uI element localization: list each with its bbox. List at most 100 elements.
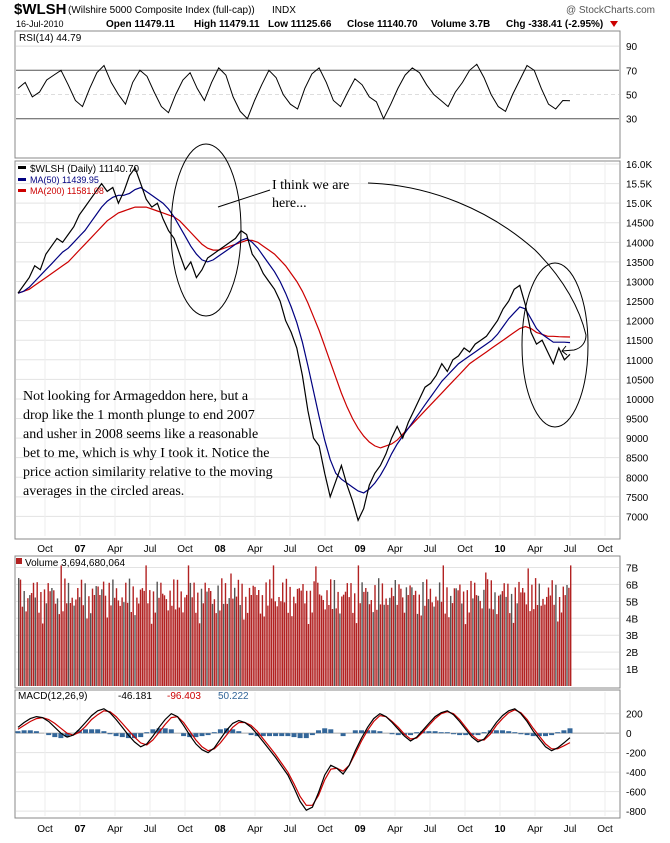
volume-bar bbox=[533, 609, 535, 686]
callout-pointer-left bbox=[217, 189, 271, 208]
volume-bar bbox=[167, 610, 169, 686]
macd-histogram-bar bbox=[27, 730, 33, 734]
volume-bar bbox=[518, 581, 520, 686]
volume-bar bbox=[514, 587, 516, 686]
volume-bar bbox=[77, 588, 79, 686]
macd-histogram-bar bbox=[279, 733, 285, 737]
volume-bar bbox=[538, 583, 540, 686]
volume-bar bbox=[261, 595, 264, 686]
volume-bar bbox=[245, 596, 247, 686]
volume-bar bbox=[101, 589, 103, 686]
volume-bar bbox=[47, 583, 49, 686]
volume-bar bbox=[267, 605, 269, 686]
macd-x-tick-label: Apr bbox=[387, 824, 403, 835]
quote-open: Open 11479.11 bbox=[106, 19, 175, 30]
volume-bar bbox=[150, 623, 153, 686]
macd-histogram-bar bbox=[518, 733, 524, 735]
volume-bar bbox=[108, 582, 110, 686]
volume-bar bbox=[213, 599, 216, 686]
volume-bar bbox=[158, 597, 160, 686]
volume-bar bbox=[56, 598, 59, 686]
macd-tick-label: -800 bbox=[626, 807, 646, 818]
volume-bar bbox=[333, 580, 336, 686]
commentary-line-2: drop like the 1 month plunge to end 2007 bbox=[23, 408, 255, 423]
macd-histogram-bar bbox=[199, 733, 205, 737]
macd-histogram-bar bbox=[52, 733, 58, 738]
rsi-axis-labels: 90 70 50 30 bbox=[626, 42, 638, 126]
volume-bar bbox=[427, 599, 430, 686]
volume-bar bbox=[274, 601, 276, 686]
volume-bar bbox=[198, 623, 201, 686]
volume-bar bbox=[331, 609, 334, 686]
macd-histogram-bar bbox=[15, 731, 21, 734]
volume-bar bbox=[464, 624, 467, 686]
volume-bar bbox=[272, 565, 275, 686]
volume-bar bbox=[457, 590, 459, 686]
legend-swatch-ma200 bbox=[18, 189, 26, 192]
volume-bar bbox=[379, 604, 382, 686]
macd-histogram-bar bbox=[64, 733, 70, 738]
volume-bar bbox=[62, 611, 64, 686]
legend-ma200: MA(200) 11581.08 bbox=[30, 186, 104, 196]
commentary-line-6: averages in the circled areas. bbox=[23, 484, 184, 499]
volume-bar bbox=[197, 592, 199, 686]
volume-bar bbox=[302, 584, 304, 686]
volume-bar bbox=[435, 596, 437, 686]
volume-bar bbox=[36, 582, 38, 686]
volume-bar bbox=[522, 588, 524, 686]
price-tick-label: 14500 bbox=[626, 219, 654, 230]
volume-bar bbox=[191, 597, 193, 686]
macd-histogram-bar bbox=[260, 733, 266, 737]
volume-bar bbox=[121, 597, 123, 686]
macd-histogram-bar bbox=[352, 730, 358, 734]
volume-bar bbox=[112, 579, 114, 686]
macd-histogram-bar bbox=[95, 729, 101, 734]
volume-bar bbox=[359, 603, 361, 686]
volume-bar bbox=[78, 597, 81, 686]
macd-x-tick-label: 08 bbox=[214, 824, 226, 835]
macd-histogram-bar bbox=[451, 733, 456, 735]
volume-bar bbox=[509, 613, 511, 686]
macd-histogram-bar bbox=[371, 730, 377, 734]
volume-bar bbox=[154, 612, 156, 686]
volume-bar bbox=[418, 594, 420, 686]
volume-bar bbox=[553, 604, 555, 686]
price-x-tick-label: Oct bbox=[177, 544, 193, 555]
circle-annotation-2010 bbox=[521, 262, 589, 428]
volume-bar bbox=[324, 609, 326, 686]
price-tick-label: 11500 bbox=[626, 336, 654, 347]
symbol-title: $WLSH bbox=[14, 1, 67, 18]
volume-bar bbox=[390, 587, 393, 686]
volume-tick-label: 2B bbox=[626, 648, 639, 659]
volume-bar bbox=[453, 588, 456, 686]
macd-histogram-bar bbox=[530, 733, 536, 737]
volume-bar bbox=[215, 613, 217, 686]
volume-bar bbox=[481, 608, 483, 686]
macd-histogram-bar bbox=[168, 729, 174, 734]
macd-series-line bbox=[17, 708, 571, 811]
volume-bar bbox=[69, 603, 72, 686]
price-x-tick-label: 08 bbox=[214, 544, 226, 555]
volume-bar bbox=[71, 597, 73, 686]
volume-bar bbox=[431, 602, 433, 686]
price-tick-label: 10500 bbox=[626, 375, 654, 386]
volume-bar bbox=[211, 603, 214, 686]
volume-bar bbox=[557, 621, 559, 686]
volume-bar bbox=[230, 573, 232, 686]
volume-bar bbox=[365, 588, 367, 686]
volume-bar bbox=[18, 578, 20, 686]
volume-bar bbox=[420, 615, 422, 686]
volume-bar bbox=[536, 605, 539, 686]
volume-bar bbox=[402, 597, 404, 686]
macd-legend-label: MACD(12,26,9) bbox=[18, 691, 87, 702]
macd-x-tick-label: Oct bbox=[457, 824, 473, 835]
volume-bar bbox=[51, 588, 53, 686]
volume-bar bbox=[176, 579, 179, 686]
volume-bar bbox=[523, 592, 526, 686]
volume-bar bbox=[66, 603, 68, 686]
volume-bar bbox=[206, 591, 208, 686]
volume-bar bbox=[516, 603, 518, 686]
volume-bar bbox=[173, 579, 175, 686]
macd-histogram-bar bbox=[555, 732, 561, 734]
volume-bar bbox=[483, 589, 485, 686]
